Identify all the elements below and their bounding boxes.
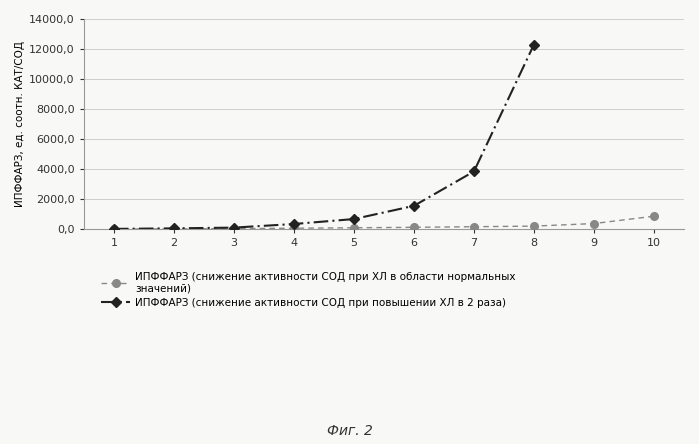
ИПФФАРЗ (снижение активности СОД при ХЛ в области нормальных
значений) [289,226,298,231]
ИПФФАРЗ (снижение активности СОД при повышении ХЛ в 2 раза) [110,226,118,232]
Y-axis label: ИПФФАРЗ, ед. соотн. КАТ/СОД: ИПФФАРЗ, ед. соотн. КАТ/СОД [15,41,25,207]
ИПФФАРЗ (снижение активности СОД при ХЛ в области нормальных
значений) [170,226,178,232]
Legend: ИПФФАРЗ (снижение активности СОД при ХЛ в области нормальных
значений), ИПФФАРЗ : ИПФФАРЗ (снижение активности СОД при ХЛ … [101,272,516,308]
ИПФФАРЗ (снижение активности СОД при ХЛ в области нормальных
значений) [590,221,598,226]
ИПФФАРЗ (снижение активности СОД при повышении ХЛ в 2 раза) [530,42,538,47]
ИПФФАРЗ (снижение активности СОД при ХЛ в области нормальных
значений) [530,223,538,229]
Line: ИПФФАРЗ (снижение активности СОД при повышении ХЛ в 2 раза): ИПФФАРЗ (снижение активности СОД при пов… [110,41,538,232]
ИПФФАРЗ (снижение активности СОД при повышении ХЛ в 2 раза) [470,169,478,174]
ИПФФАРЗ (снижение активности СОД при повышении ХЛ в 2 раза) [289,222,298,227]
ИПФФАРЗ (снижение активности СОД при ХЛ в области нормальных
значений) [350,225,358,230]
ИПФФАРЗ (снижение активности СОД при ХЛ в области нормальных
значений) [410,225,418,230]
ИПФФАРЗ (снижение активности СОД при ХЛ в области нормальных
значений) [650,214,658,219]
ИПФФАРЗ (снижение активности СОД при повышении ХЛ в 2 раза) [230,225,238,230]
Text: Фиг. 2: Фиг. 2 [326,424,373,438]
Line: ИПФФАРЗ (снижение активности СОД при ХЛ в области нормальных
значений): ИПФФАРЗ (снижение активности СОД при ХЛ … [110,212,658,233]
ИПФФАРЗ (снижение активности СОД при повышении ХЛ в 2 раза) [410,203,418,209]
ИПФФАРЗ (снижение активности СОД при ХЛ в области нормальных
значений) [470,224,478,230]
ИПФФАРЗ (снижение активности СОД при ХЛ в области нормальных
значений) [230,226,238,231]
ИПФФАРЗ (снижение активности СОД при повышении ХЛ в 2 раза) [170,226,178,231]
ИПФФАРЗ (снижение активности СОД при ХЛ в области нормальных
значений) [110,226,118,232]
ИПФФАРЗ (снижение активности СОД при повышении ХЛ в 2 раза) [350,216,358,222]
